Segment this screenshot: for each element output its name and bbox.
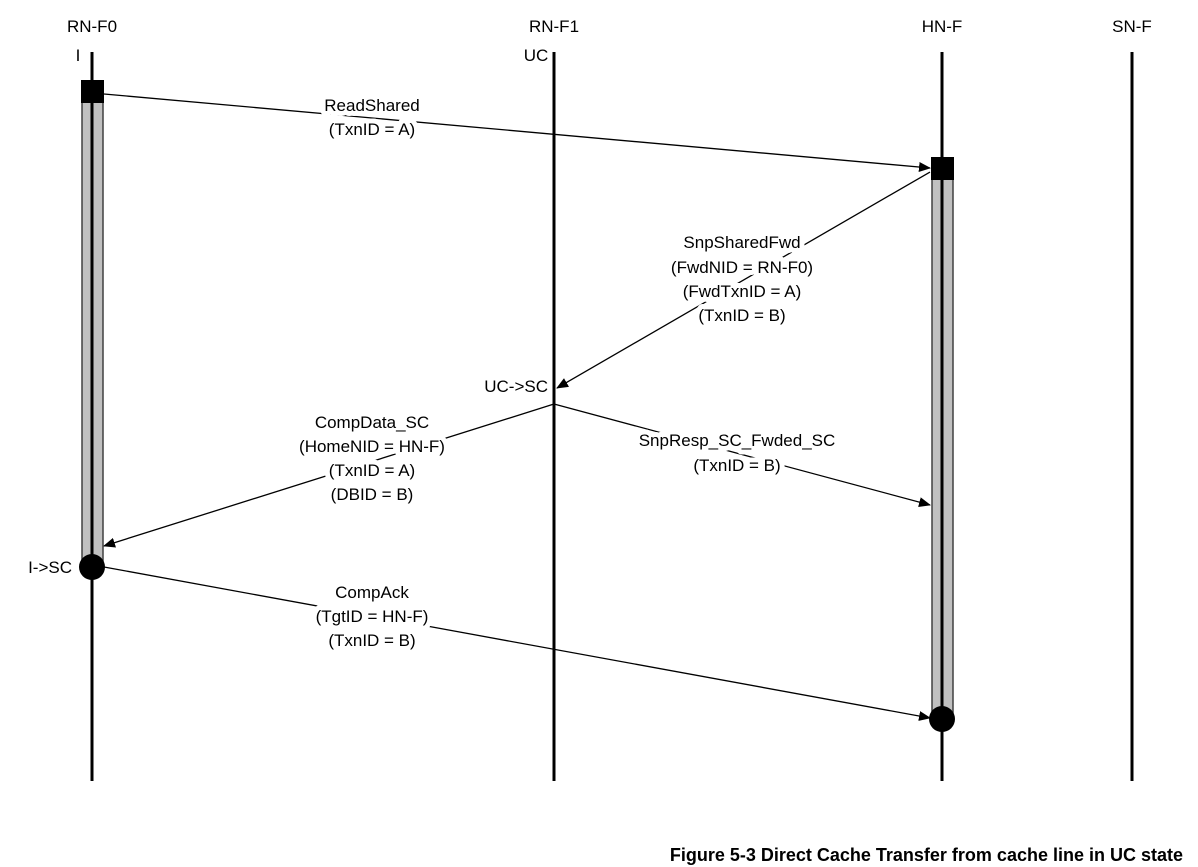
message-line: ReadShared	[324, 96, 419, 115]
message-line: (TxnID = A)	[329, 461, 415, 480]
figure-caption: Figure 5-3 Direct Cache Transfer from ca…	[670, 845, 1183, 865]
completion-marker-rnf0	[79, 554, 105, 580]
message-line: CompAck	[335, 583, 409, 602]
message-line: (TgtID = HN-F)	[316, 607, 429, 626]
message-line: (FwdNID = RN-F0)	[671, 258, 813, 277]
message-line: (FwdTxnID = A)	[683, 282, 802, 301]
message-line: (HomeNID = HN-F)	[299, 437, 445, 456]
arrow-snpsharedfwd	[556, 171, 931, 389]
message-line: (TxnID = B)	[698, 306, 785, 325]
arrow-compack	[103, 566, 931, 721]
node-label-rnf1: RN-F1	[529, 17, 579, 36]
node-label-snf: SN-F	[1112, 17, 1152, 36]
state-change-rnf0: I->SC	[28, 558, 72, 577]
message-line: SnpSharedFwd	[683, 233, 800, 252]
message-line: CompData_SC	[315, 413, 429, 432]
node-label-rnf0: RN-F0	[67, 17, 117, 36]
message-line: SnpResp_SC_Fwded_SC	[639, 431, 836, 450]
start-marker-hnf	[931, 157, 954, 180]
arrow-compdata	[103, 403, 555, 548]
start-marker-rnf0	[81, 80, 104, 103]
label-compdata: CompData_SC (HomeNID = HN-F) (TxnID = A)…	[294, 408, 450, 509]
message-line: (TxnID = A)	[329, 120, 415, 139]
message-line: (TxnID = B)	[693, 456, 780, 475]
completion-marker-hnf	[929, 706, 955, 732]
message-line: (TxnID = B)	[328, 631, 415, 650]
node-label-hnf: HN-F	[922, 17, 963, 36]
message-line: (DBID = B)	[331, 485, 414, 504]
initial-state-rnf0: I	[76, 46, 81, 65]
arrow-readshared	[103, 93, 931, 172]
state-change-rnf1: UC->SC	[484, 377, 548, 396]
initial-state-rnf1: UC	[524, 46, 549, 65]
label-compack: CompAck (TgtID = HN-F) (TxnID = B)	[311, 578, 434, 655]
arrow-snpresp	[553, 403, 931, 507]
label-snpsharedfwd: SnpSharedFwd (FwdNID = RN-F0) (FwdTxnID …	[666, 228, 818, 330]
